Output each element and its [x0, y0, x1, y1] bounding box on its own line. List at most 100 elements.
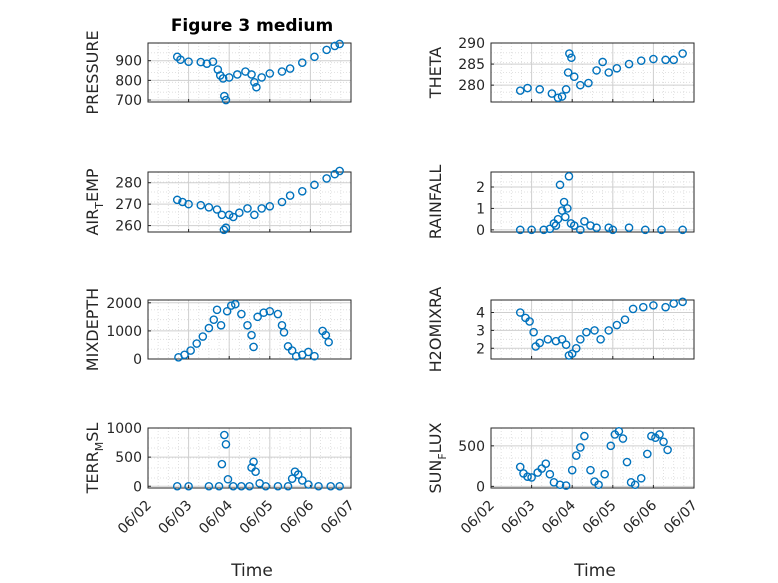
data-point	[529, 327, 538, 337]
data-point	[515, 462, 525, 472]
y-axis-label: SUNFLUX	[426, 422, 449, 493]
data-point	[541, 459, 551, 468]
data-point	[261, 481, 271, 491]
data-point	[590, 326, 599, 335]
data-point	[598, 57, 607, 67]
data-point	[287, 474, 297, 483]
x-tick-label: 06/05	[580, 498, 620, 538]
data-point	[204, 323, 214, 333]
data-point	[636, 473, 646, 483]
data-point	[180, 350, 189, 360]
x-tick-label: 06/07	[661, 498, 701, 538]
x-axis-label-left: Time	[230, 561, 273, 581]
data-point	[287, 346, 297, 355]
panel-3: 260 270 280 AIRTEMP	[83, 166, 352, 236]
data-point	[649, 301, 658, 310]
data-point	[527, 473, 536, 482]
data-point	[571, 343, 581, 353]
x-tick-label: 06/03	[156, 498, 196, 538]
data-point	[310, 180, 319, 190]
y-axis-label: H2OMIXRA	[426, 287, 445, 373]
data-point	[657, 225, 666, 235]
y-tick-label: 0	[133, 479, 142, 495]
y-tick-label: 500	[115, 450, 142, 466]
data-point	[243, 204, 252, 213]
data-point	[237, 309, 246, 319]
data-point	[304, 347, 313, 357]
y-tick-label: 260	[115, 219, 142, 235]
y-tick-label: 3	[476, 323, 485, 339]
data-point	[592, 66, 601, 75]
x-tick-label: 06/07	[318, 498, 358, 538]
panel-8: 0 500 SUNFLUX 06/02 06/03 06/04 06/05 06/06 06/0…	[426, 422, 701, 537]
data-point	[321, 330, 331, 340]
data-point	[669, 55, 679, 65]
data-point	[176, 55, 185, 65]
data-point	[184, 481, 193, 491]
data-point	[523, 472, 532, 481]
data-point	[649, 54, 658, 64]
data-point	[209, 315, 219, 324]
y-axis-label: MIXDEPTH	[83, 288, 102, 371]
data-point	[661, 55, 670, 65]
data-point	[204, 481, 214, 491]
data-point	[561, 340, 571, 349]
data-point	[247, 70, 256, 79]
data-point	[221, 223, 231, 233]
x-tick-label: 06/02	[458, 498, 498, 538]
data-point	[265, 201, 275, 211]
data-point	[567, 53, 576, 63]
y-tick-label: 500	[458, 439, 485, 455]
data-point	[172, 481, 182, 491]
data-point	[582, 327, 591, 337]
data-point	[555, 480, 565, 490]
data-point	[220, 430, 229, 440]
data-point	[293, 470, 303, 479]
data-point	[567, 465, 577, 475]
data-point	[249, 457, 258, 467]
data-point	[545, 469, 555, 479]
axes-box	[147, 42, 352, 103]
data-point	[285, 64, 295, 73]
data-point	[221, 95, 231, 105]
data-point	[214, 481, 224, 491]
data-point	[212, 205, 222, 214]
y-tick-label: 4	[476, 306, 485, 322]
data-point	[335, 481, 344, 491]
axes-box	[490, 427, 695, 489]
data-point	[310, 52, 319, 62]
data-point	[527, 225, 536, 235]
data-point	[618, 434, 628, 443]
data-point	[291, 351, 301, 361]
data-point	[584, 78, 593, 88]
axes-box	[147, 427, 352, 489]
axes-box	[490, 171, 695, 233]
data-point	[217, 459, 227, 469]
data-point	[576, 443, 585, 452]
y-tick-label: 1000	[106, 324, 142, 340]
chart-title: Figure 3 medium	[171, 16, 333, 36]
data-point	[640, 225, 650, 235]
y-axis-label: TERRMSL	[83, 423, 106, 495]
data-point	[324, 337, 333, 347]
data-point	[224, 210, 234, 220]
data-point	[226, 301, 236, 310]
x-tick-label: 06/05	[237, 498, 277, 538]
data-point	[614, 426, 624, 436]
data-point	[535, 85, 545, 94]
data-point	[310, 351, 319, 361]
y-axis-label: RAINFALL	[426, 165, 445, 240]
data-point	[279, 328, 289, 337]
data-point	[555, 180, 565, 190]
data-point	[557, 92, 567, 101]
data-point	[251, 467, 260, 476]
data-point	[561, 85, 571, 94]
data-point	[221, 440, 231, 449]
data-point	[297, 476, 307, 485]
data-point	[636, 56, 646, 66]
data-point	[283, 481, 293, 491]
y-tick-label: 0	[133, 352, 142, 368]
data-point	[273, 481, 283, 491]
